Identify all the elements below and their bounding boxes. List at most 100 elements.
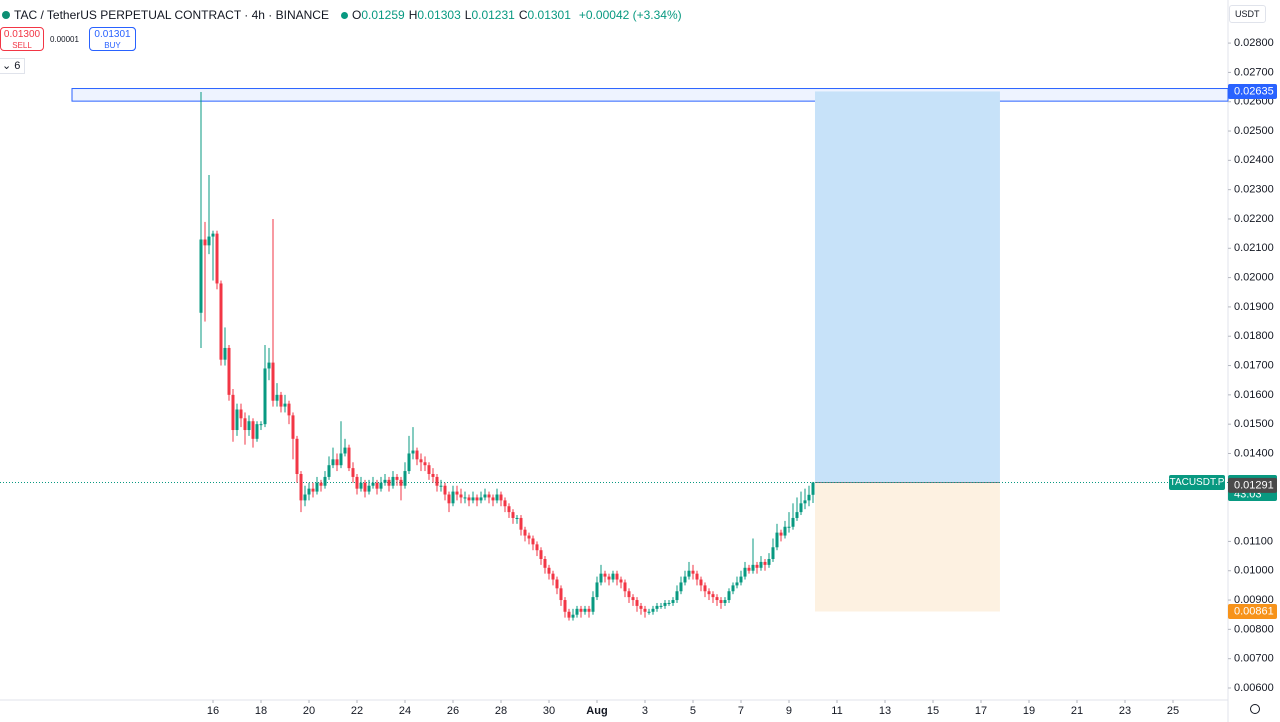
candle <box>267 347 271 381</box>
candle-body <box>587 608 591 612</box>
candle-body <box>683 576 687 583</box>
candle-body <box>551 573 555 580</box>
x-tick-label: 28 <box>495 705 507 717</box>
status-dot <box>340 11 348 19</box>
y-tick-label: 0.01700 <box>1234 359 1274 371</box>
candle-body <box>503 500 507 507</box>
candle-body <box>211 233 215 237</box>
candle-body <box>259 424 263 426</box>
candle <box>787 512 791 533</box>
candle-body <box>479 497 483 501</box>
candle <box>523 526 527 542</box>
candle <box>287 400 291 425</box>
candle <box>239 403 243 428</box>
candle <box>207 175 211 255</box>
candle-body <box>203 239 207 246</box>
candle-body <box>263 368 267 425</box>
indicators-toggle[interactable]: ⌄ 6 <box>0 58 26 74</box>
candle <box>795 497 799 521</box>
candle-body <box>315 482 319 492</box>
candle-body <box>351 468 355 477</box>
y-tick-label: 0.02400 <box>1234 154 1274 166</box>
candle-body <box>711 594 715 598</box>
y-tick-label: 0.01100 <box>1234 535 1273 547</box>
candle-body <box>215 233 219 284</box>
candle <box>251 418 255 448</box>
candle-body <box>435 476 439 486</box>
ohlc-key: L <box>464 8 472 22</box>
candle-body <box>767 559 771 565</box>
candle <box>619 576 623 589</box>
candle-body <box>647 611 651 613</box>
candle-body <box>559 588 563 601</box>
candle-body <box>419 459 423 463</box>
candle-body <box>359 482 363 489</box>
candle-body <box>199 239 203 313</box>
y-tick-label: 0.00700 <box>1234 653 1274 665</box>
candle <box>663 600 667 609</box>
candle-body <box>619 579 623 583</box>
candle <box>527 532 531 545</box>
candle <box>699 576 703 592</box>
candle <box>351 462 355 483</box>
candle <box>687 561 691 580</box>
candle-body <box>295 438 299 474</box>
candle <box>279 391 283 413</box>
candle-body <box>519 517 523 530</box>
candle <box>703 582 707 598</box>
candle-body <box>667 602 671 604</box>
candle-body <box>663 602 667 606</box>
candle-body <box>759 561 763 568</box>
candle-body <box>451 491 455 504</box>
candle <box>567 608 571 621</box>
candle <box>315 476 319 495</box>
buy-price: 0.01301 <box>94 29 131 40</box>
y-tick-label: 0.01800 <box>1234 330 1274 342</box>
currency-button[interactable]: USDT <box>1229 5 1266 23</box>
candle <box>603 570 607 583</box>
candle <box>431 468 435 483</box>
candle <box>811 481 815 504</box>
candle <box>719 597 723 609</box>
candle-body <box>691 570 695 574</box>
buy-button[interactable]: 0.01301 BUY <box>89 27 136 51</box>
candle <box>707 588 711 601</box>
candle <box>563 597 567 618</box>
candle <box>407 435 411 474</box>
candle-body <box>563 600 567 612</box>
y-tick-label: 0.00600 <box>1234 682 1274 694</box>
candle <box>231 388 235 442</box>
candle <box>243 412 247 445</box>
candle-body <box>399 479 403 486</box>
candle-body <box>227 347 231 395</box>
candle-body <box>379 482 383 489</box>
candle <box>339 421 343 469</box>
candle <box>731 582 735 595</box>
candle-body <box>747 567 751 571</box>
x-tick-label: 7 <box>738 705 744 717</box>
candle-body <box>811 482 815 495</box>
candle <box>591 591 595 615</box>
candle <box>655 602 659 612</box>
candle <box>219 280 223 366</box>
candle-body <box>715 597 719 601</box>
candle-body <box>803 500 807 504</box>
candle-body <box>699 579 703 586</box>
candle-body <box>707 591 711 595</box>
price-label-box <box>1228 83 1277 99</box>
candle-body <box>727 591 731 601</box>
ohlc-value: 0.01259 <box>361 8 405 22</box>
candle <box>743 561 747 580</box>
candle-body <box>751 564 755 571</box>
candle <box>595 576 599 601</box>
candle <box>331 447 335 469</box>
sell-button[interactable]: 0.01300 SELL <box>0 27 44 51</box>
candle <box>343 438 347 457</box>
candle-body <box>775 532 779 548</box>
ohlc-key: C <box>518 8 528 22</box>
candle <box>471 491 475 504</box>
candle <box>571 608 575 621</box>
symbol-title[interactable]: TAC / TetherUS PERPETUAL CONTRACT · 4h ·… <box>14 8 329 22</box>
stop-zone <box>814 482 1000 612</box>
settings-icon[interactable] <box>1250 704 1260 714</box>
